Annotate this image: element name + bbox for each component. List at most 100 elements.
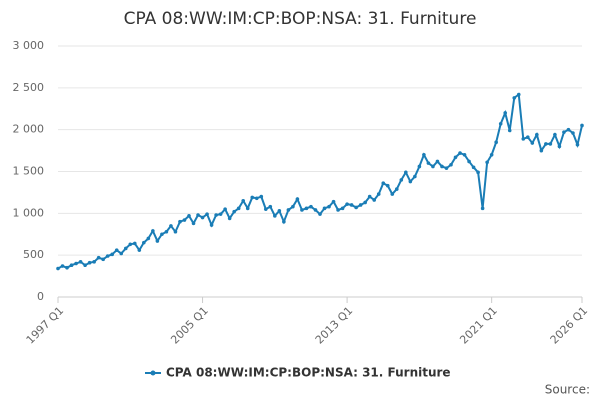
data-point xyxy=(114,248,119,252)
data-point xyxy=(467,159,471,164)
data-point xyxy=(516,92,521,97)
y-tick-label: 500 xyxy=(23,248,44,261)
data-point xyxy=(557,144,562,149)
data-point xyxy=(336,208,340,212)
data-point xyxy=(340,206,345,211)
data-point xyxy=(83,263,87,268)
data-point xyxy=(489,152,494,157)
y-tick-label: 0 xyxy=(37,290,44,303)
data-point xyxy=(548,142,553,146)
y-tick-label: 3 000 xyxy=(13,39,45,52)
data-point xyxy=(254,196,259,201)
data-point xyxy=(182,218,187,222)
data-point xyxy=(485,160,489,165)
x-tick-label: 2013 Q1 xyxy=(313,304,356,347)
x-tick-label: 2026 Q1 xyxy=(548,304,591,347)
data-point xyxy=(571,131,575,135)
data-point xyxy=(327,204,331,209)
data-point xyxy=(422,152,426,157)
y-tick-label: 2 500 xyxy=(13,81,45,94)
data-point xyxy=(376,192,381,196)
data-point xyxy=(263,207,268,211)
data-point xyxy=(291,204,295,209)
data-point xyxy=(164,229,169,234)
data-point xyxy=(232,209,236,214)
data-point xyxy=(322,206,327,211)
data-point xyxy=(132,241,137,246)
data-point xyxy=(494,140,498,145)
x-tick-label: 2005 Q1 xyxy=(168,304,211,347)
data-point xyxy=(245,206,250,211)
data-point xyxy=(363,200,367,205)
data-point xyxy=(503,111,508,115)
data-point xyxy=(449,163,453,167)
data-point xyxy=(78,260,83,264)
data-point xyxy=(218,212,223,216)
data-point xyxy=(74,261,78,266)
data-point xyxy=(205,212,209,216)
data-point xyxy=(480,206,485,211)
data-point xyxy=(96,255,101,260)
legend-label: CPA 08:WW:IM:CP:BOP:NSA: 31. Furniture xyxy=(166,366,451,380)
data-point xyxy=(566,127,571,132)
data-point xyxy=(399,178,404,182)
data-point xyxy=(123,246,128,251)
data-point xyxy=(440,164,444,169)
data-point xyxy=(313,208,318,212)
data-point xyxy=(575,142,580,147)
data-point xyxy=(530,141,535,145)
data-point xyxy=(56,266,60,271)
data-point xyxy=(173,229,178,234)
data-point xyxy=(404,170,408,175)
data-point xyxy=(476,170,480,175)
data-point xyxy=(191,221,196,226)
data-point xyxy=(385,183,390,188)
data-point xyxy=(128,242,133,247)
y-tick-label: 1 000 xyxy=(13,206,45,219)
legend-marker xyxy=(150,370,156,376)
data-point xyxy=(187,214,191,218)
data-point xyxy=(236,206,241,211)
data-point xyxy=(390,192,395,196)
data-point xyxy=(155,239,160,243)
data-point xyxy=(381,181,386,186)
data-point xyxy=(101,257,105,262)
data-line xyxy=(57,92,583,270)
data-point xyxy=(65,265,69,270)
data-point xyxy=(304,206,309,211)
data-point xyxy=(331,199,336,204)
data-point xyxy=(282,219,286,224)
data-point xyxy=(345,202,349,206)
data-point xyxy=(435,159,440,164)
data-point xyxy=(200,215,205,220)
data-point xyxy=(142,240,146,245)
y-tick-label: 1 500 xyxy=(13,165,45,178)
data-point xyxy=(250,195,255,200)
y-tick-label: 2 000 xyxy=(13,123,45,136)
data-point xyxy=(286,208,291,212)
data-point xyxy=(146,236,151,241)
data-point xyxy=(367,194,372,199)
data-point xyxy=(268,204,273,209)
data-point xyxy=(580,123,584,128)
data-point xyxy=(110,252,115,257)
data-point xyxy=(553,132,557,137)
data-point xyxy=(372,198,377,202)
data-point xyxy=(241,198,246,203)
data-point xyxy=(507,128,512,133)
x-tick-label: 2021 Q1 xyxy=(457,304,500,347)
data-point xyxy=(227,216,232,221)
data-point xyxy=(160,232,164,237)
data-point xyxy=(544,142,548,146)
data-point xyxy=(458,151,462,155)
data-point xyxy=(309,204,313,209)
data-point xyxy=(277,209,282,213)
data-point xyxy=(60,264,65,268)
data-point xyxy=(119,251,124,256)
data-point xyxy=(196,213,200,217)
data-point xyxy=(525,135,530,139)
data-point xyxy=(471,165,476,170)
data-point xyxy=(105,254,110,258)
data-point xyxy=(431,164,435,169)
